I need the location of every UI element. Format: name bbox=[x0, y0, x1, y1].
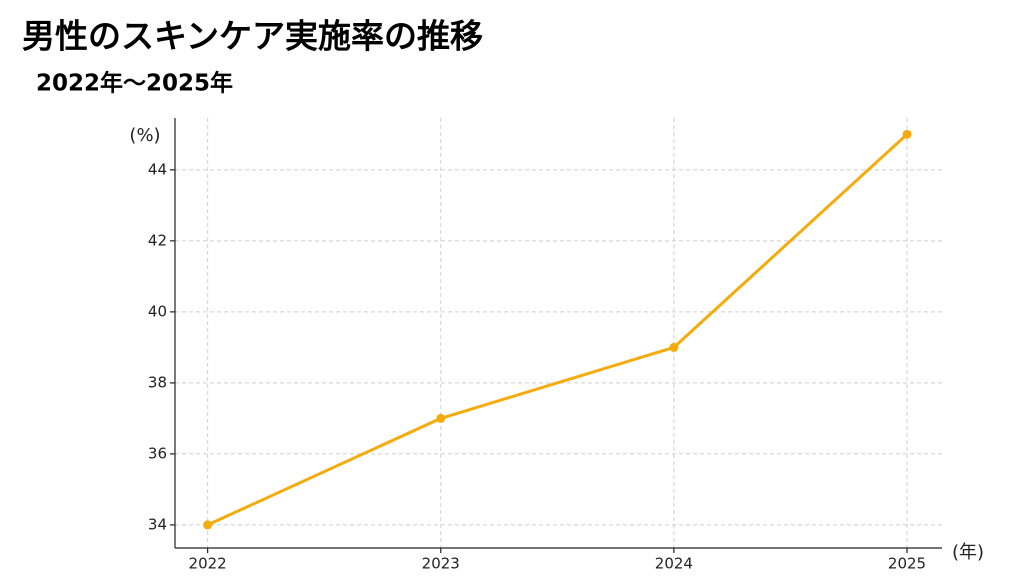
y-tick-label: 44 bbox=[148, 160, 167, 178]
data-point bbox=[203, 520, 213, 530]
chart-title: 男性のスキンケア実施率の推移 bbox=[22, 17, 483, 56]
y-tick-label: 36 bbox=[148, 444, 167, 462]
data-line bbox=[207, 133, 909, 527]
y-tick-label: 38 bbox=[148, 373, 167, 391]
x-tick-label: 2022 bbox=[189, 555, 227, 573]
data-point bbox=[669, 342, 679, 352]
x-tick-label: 2024 bbox=[655, 555, 693, 573]
x-tick-label: 2023 bbox=[422, 555, 460, 573]
y-tick-label: 34 bbox=[148, 515, 167, 533]
x-tick-label: 2025 bbox=[888, 555, 926, 573]
y-axis-label: (%) bbox=[129, 125, 160, 146]
data-point bbox=[436, 413, 446, 423]
x-axis-label: (年) bbox=[952, 542, 984, 563]
y-tick-label: 40 bbox=[148, 302, 167, 320]
chart-subtitle: 2022年～2025年 bbox=[36, 70, 233, 97]
data-point bbox=[902, 129, 912, 139]
y-tick-label: 42 bbox=[148, 231, 167, 249]
